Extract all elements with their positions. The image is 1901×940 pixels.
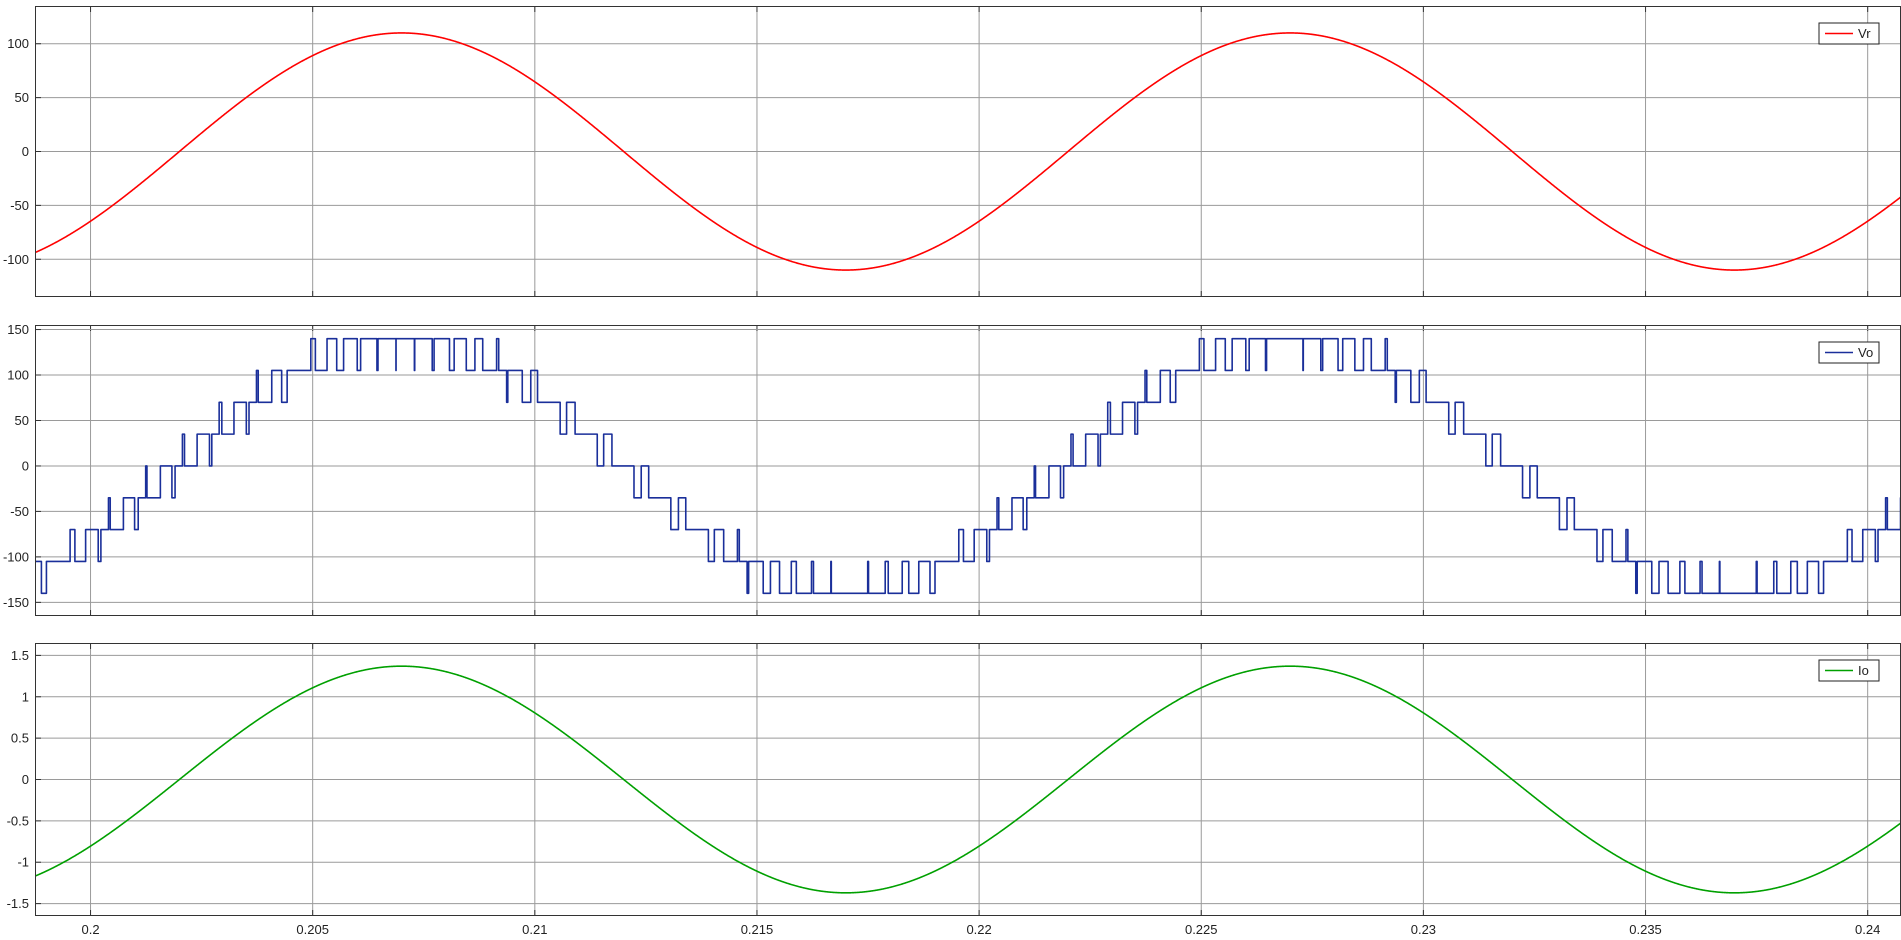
legend-label: Vo bbox=[1858, 345, 1873, 360]
legend-label: Io bbox=[1858, 663, 1869, 678]
y-tick-label: -50 bbox=[10, 198, 29, 213]
y-tick-label: -1 bbox=[17, 855, 29, 870]
y-tick-label: 150 bbox=[7, 322, 29, 337]
y-tick-label: -100 bbox=[3, 549, 29, 564]
y-tick-label: 1 bbox=[22, 689, 29, 704]
series-line-io bbox=[35, 665, 1901, 894]
x-tick-label: 0.215 bbox=[741, 922, 774, 937]
series-line-vr bbox=[35, 32, 1901, 271]
x-tick-label: 0.2 bbox=[81, 922, 99, 937]
plot-panel-io: 0.2 0.205 0.21 0.215 0.22 0.225 0.23 0.235 0.24 -… bbox=[7, 643, 1901, 937]
x-tick-label: 0.225 bbox=[1185, 922, 1218, 937]
y-tick-label: -50 bbox=[10, 504, 29, 519]
legend-label: Vr bbox=[1858, 26, 1871, 41]
y-tick-label: 0.5 bbox=[11, 731, 29, 746]
y-tick-label: 50 bbox=[15, 90, 29, 105]
y-tick-label: -0.5 bbox=[7, 813, 29, 828]
y-tick-label: -1.5 bbox=[7, 896, 29, 911]
x-tick-label: 0.24 bbox=[1855, 922, 1880, 937]
x-tick-label: 0.21 bbox=[522, 922, 547, 937]
plot-panel-vr: -100 -50 0 50 100 Vr bbox=[3, 6, 1901, 297]
y-tick-label: 0 bbox=[22, 772, 29, 787]
y-tick-label: 50 bbox=[15, 413, 29, 428]
y-tick-label: 0 bbox=[22, 458, 29, 473]
series-line-vo bbox=[35, 337, 1901, 595]
x-tick-label: 0.23 bbox=[1411, 922, 1436, 937]
x-tick-label: 0.235 bbox=[1629, 922, 1662, 937]
y-tick-label: 100 bbox=[7, 36, 29, 51]
plot-panel-vo: -150 -100 -50 0 50 100 150 Vo bbox=[3, 322, 1901, 616]
y-tick-label: 100 bbox=[7, 368, 29, 383]
plot-area bbox=[35, 325, 1901, 616]
y-tick-label: -150 bbox=[3, 595, 29, 610]
y-tick-label: -100 bbox=[3, 252, 29, 267]
x-tick-label: 0.205 bbox=[296, 922, 329, 937]
y-tick-label: 0 bbox=[22, 144, 29, 159]
y-tick-label: 1.5 bbox=[11, 648, 29, 663]
x-tick-label: 0.22 bbox=[966, 922, 991, 937]
